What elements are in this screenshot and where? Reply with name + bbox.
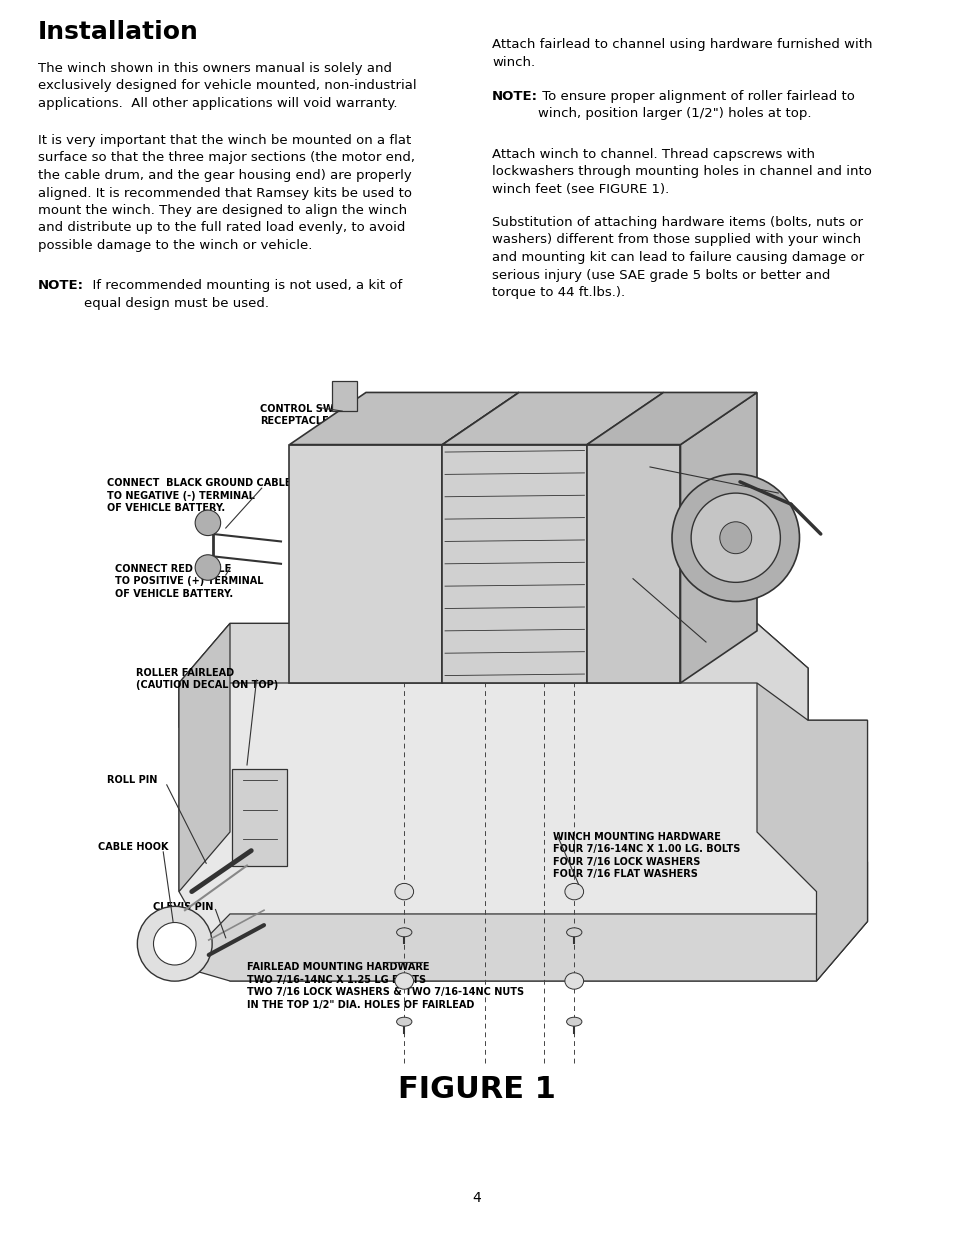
- Circle shape: [195, 555, 220, 580]
- Polygon shape: [442, 393, 662, 445]
- Polygon shape: [757, 624, 866, 981]
- Text: To ensure proper alignment of roller fairlead to
winch, position larger (1/2") h: To ensure proper alignment of roller fai…: [537, 90, 854, 121]
- Polygon shape: [679, 393, 757, 683]
- Text: FAIRLEAD MOUNTING HARDWARE
TWO 7/16-14NC X 1.25 LG BOLTS
TWO 7/16 LOCK WASHERS &: FAIRLEAD MOUNTING HARDWARE TWO 7/16-14NC…: [247, 962, 523, 1009]
- Ellipse shape: [566, 927, 581, 937]
- Ellipse shape: [395, 973, 414, 989]
- Circle shape: [137, 906, 212, 981]
- Text: Attach winch to channel. Thread capscrews with
lockwashers through mounting hole: Attach winch to channel. Thread capscrew…: [492, 148, 871, 196]
- Circle shape: [153, 923, 195, 965]
- Text: WINCH MOUNTING HARDWARE
FOUR 7/16-14NC X 1.00 LG. BOLTS
FOUR 7/16 LOCK WASHERS
F: WINCH MOUNTING HARDWARE FOUR 7/16-14NC X…: [553, 832, 740, 879]
- Polygon shape: [289, 393, 518, 445]
- Text: 4: 4: [472, 1191, 481, 1205]
- Ellipse shape: [564, 973, 583, 989]
- Text: CONNECT  BLACK GROUND CABLE
TO NEGATIVE (-) TERMINAL
OF VEHICLE BATTERY.: CONNECT BLACK GROUND CABLE TO NEGATIVE (…: [107, 478, 291, 513]
- Polygon shape: [442, 393, 518, 683]
- Ellipse shape: [396, 1018, 412, 1026]
- Circle shape: [671, 474, 799, 601]
- Text: FIGURE 1: FIGURE 1: [397, 1074, 556, 1104]
- Text: CLUTCH HANDLE: CLUTCH HANDLE: [655, 462, 745, 472]
- Text: The winch shown in this owners manual is solely and
exclusively designed for veh: The winch shown in this owners manual is…: [38, 62, 416, 110]
- Text: ROLLER FAIRLEAD
(CAUTION DECAL ON TOP): ROLLER FAIRLEAD (CAUTION DECAL ON TOP): [136, 668, 278, 690]
- Ellipse shape: [396, 927, 412, 937]
- Ellipse shape: [496, 638, 542, 668]
- Text: CLEVIS PIN: CLEVIS PIN: [153, 902, 213, 911]
- Text: MOUNTING CHANNEL: MOUNTING CHANNEL: [638, 574, 753, 584]
- Ellipse shape: [564, 883, 583, 900]
- Polygon shape: [179, 624, 230, 892]
- Polygon shape: [179, 862, 866, 981]
- Polygon shape: [179, 624, 807, 727]
- Text: NOTE:: NOTE:: [492, 90, 537, 103]
- Polygon shape: [289, 445, 442, 683]
- Ellipse shape: [359, 638, 406, 668]
- Bar: [232, 768, 287, 866]
- Text: Substitution of attaching hardware items (bolts, nuts or
washers) different from: Substitution of attaching hardware items…: [492, 216, 863, 299]
- Text: ROLL PIN: ROLL PIN: [107, 774, 157, 785]
- Circle shape: [720, 522, 751, 553]
- Bar: [332, 382, 357, 411]
- Text: It is very important that the winch be mounted on a flat
surface so that the thr: It is very important that the winch be m…: [38, 135, 415, 252]
- Text: CONTROL SWITCH
RECEPTACLE: CONTROL SWITCH RECEPTACLE: [259, 404, 358, 426]
- Text: Installation: Installation: [38, 20, 198, 44]
- Circle shape: [690, 493, 780, 583]
- Polygon shape: [586, 445, 679, 683]
- Ellipse shape: [614, 638, 660, 668]
- Polygon shape: [179, 624, 866, 981]
- Text: CONNECT RED CABLE
TO POSITIVE (+) TERMINAL
OF VEHICLE BATTERY.: CONNECT RED CABLE TO POSITIVE (+) TERMIN…: [115, 564, 263, 599]
- Text: CABLE HOOK: CABLE HOOK: [98, 842, 169, 852]
- Ellipse shape: [566, 1018, 581, 1026]
- Text: If recommended mounting is not used, a kit of
equal design must be used.: If recommended mounting is not used, a k…: [84, 279, 402, 310]
- Polygon shape: [442, 445, 586, 683]
- Polygon shape: [586, 393, 757, 445]
- Text: NOTE:: NOTE:: [38, 279, 84, 291]
- Ellipse shape: [395, 883, 414, 900]
- Text: Attach fairlead to channel using hardware furnished with
winch.: Attach fairlead to channel using hardwar…: [492, 38, 872, 68]
- Circle shape: [195, 510, 220, 536]
